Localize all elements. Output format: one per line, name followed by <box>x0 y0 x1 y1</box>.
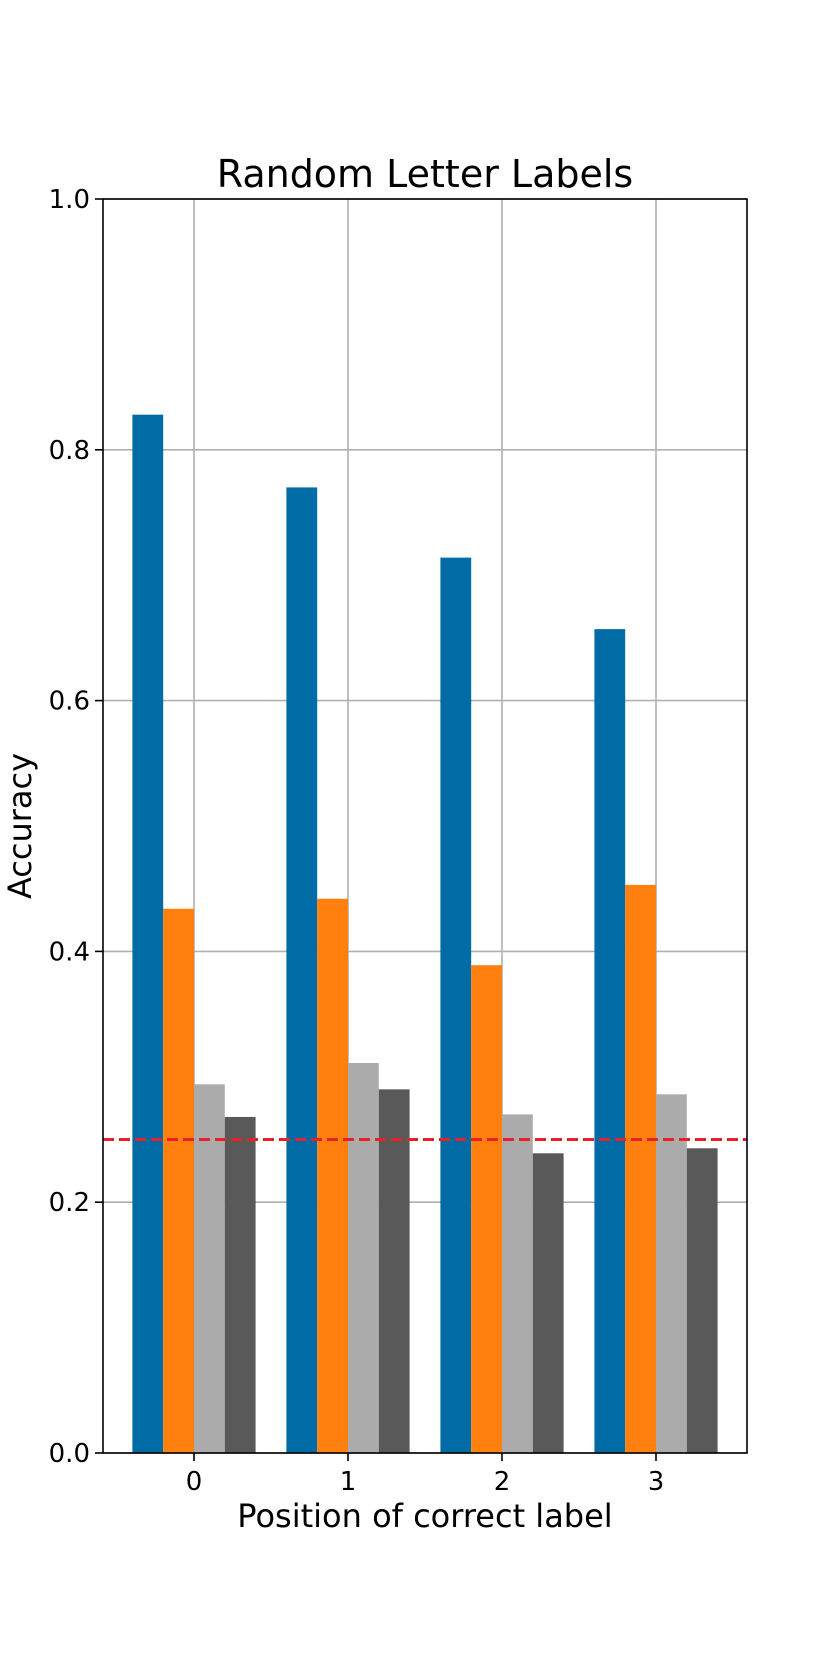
plot-frame <box>102 198 748 1454</box>
y-tick-label: 0.0 <box>49 1439 90 1469</box>
chart-title: Random Letter Labels <box>217 152 633 196</box>
x-tick-label: 3 <box>648 1467 665 1497</box>
x-axis-ticks: 0 1 2 3 <box>186 1453 665 1497</box>
x-tick-label: 2 <box>494 1467 511 1497</box>
bar-cat-0-series-2 <box>194 1084 225 1453</box>
x-tick-label: 0 <box>186 1467 203 1497</box>
x-axis-label: Position of correct label <box>237 1497 612 1535</box>
bars <box>132 414 718 1453</box>
bar-cat-3-series-0 <box>594 629 626 1453</box>
bar-cat-1-series-0 <box>286 487 318 1453</box>
y-tick-label: 1.0 <box>49 185 90 215</box>
bar-cat-1-series-2 <box>348 1063 379 1453</box>
bar-cat-2-series-3 <box>532 1153 564 1453</box>
bar-cat-3-series-2 <box>656 1094 687 1453</box>
y-axis-label: Accuracy <box>1 753 39 899</box>
bar-cat-0-series-0 <box>132 414 164 1453</box>
bar-cat-0-series-3 <box>224 1116 256 1453</box>
bar-cat-2-series-1 <box>471 965 502 1453</box>
x-tick-label: 1 <box>340 1467 357 1497</box>
bar-cat-0-series-1 <box>163 908 194 1453</box>
bar-cat-3-series-3 <box>686 1148 718 1453</box>
y-tick-label: 0.2 <box>49 1188 90 1218</box>
y-axis-ticks: 0.0 0.2 0.4 0.6 0.8 1.0 <box>49 185 103 1469</box>
bar-cat-1-series-3 <box>378 1089 410 1453</box>
bar-cat-3-series-1 <box>625 884 656 1453</box>
bar-cat-2-series-2 <box>502 1114 533 1453</box>
y-tick-label: 0.8 <box>49 436 90 466</box>
y-tick-label: 0.4 <box>49 937 90 967</box>
y-tick-label: 0.6 <box>49 687 90 717</box>
bar-cat-1-series-1 <box>317 898 348 1453</box>
bar-cat-2-series-0 <box>440 557 472 1453</box>
